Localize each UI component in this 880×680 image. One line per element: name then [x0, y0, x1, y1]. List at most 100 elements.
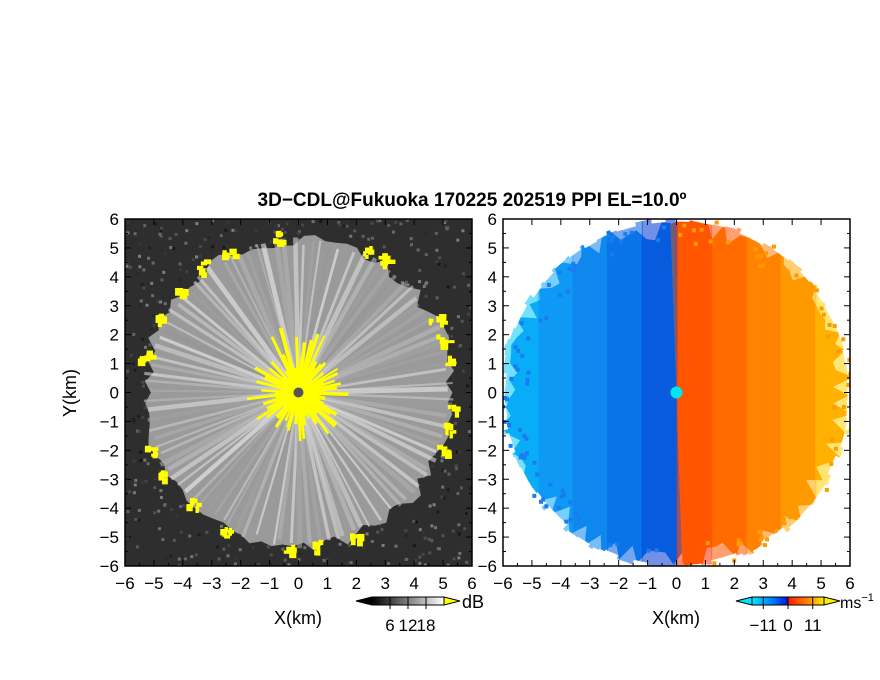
saturated-patch: [146, 350, 153, 356]
snr-colorbar-over-arrow: [443, 596, 461, 606]
velocity-colorbar-ticks: −11 0 11: [749, 597, 822, 635]
noise-pixel: [142, 268, 146, 272]
noise-pixel: [138, 265, 142, 269]
x-tick-label: −5: [144, 574, 163, 593]
saturated-patch: [312, 541, 318, 550]
figure-title: 3D−CDL@Fukuoka 170225 202519 PPI EL=10.0…: [258, 190, 687, 211]
edge-speck: [629, 230, 634, 235]
noise-pixel: [131, 420, 135, 424]
outer-blank: [736, 219, 755, 230]
saturated-patch: [277, 241, 285, 247]
radial-streak: [183, 390, 300, 494]
saturated-patch: [291, 544, 296, 549]
saturated-patch: [160, 471, 168, 478]
edge-speck: [525, 381, 530, 386]
saturated-patch: [203, 259, 212, 265]
noise-pixel: [136, 414, 140, 418]
x-tick-label: 2: [730, 574, 739, 593]
noise-pixel: [394, 221, 398, 225]
noise-pixel: [418, 268, 422, 272]
y-tick-label: −5: [100, 528, 119, 547]
edge-speck: [826, 334, 831, 339]
noise-pixel: [178, 262, 182, 266]
noise-pixel: [161, 538, 165, 542]
edge-speck: [524, 436, 529, 441]
noise-pixel: [418, 561, 422, 565]
noise-pixel: [337, 221, 341, 225]
edge-speck: [571, 261, 576, 266]
noise-pixel: [156, 300, 160, 304]
noise-pixel: [422, 285, 426, 289]
saturated-patch: [196, 502, 202, 507]
edge-speck: [573, 264, 578, 269]
outer-blank: [846, 379, 850, 394]
noise-pixel: [461, 526, 465, 530]
saturated-patch: [448, 355, 452, 361]
saturated-patch: [365, 254, 369, 259]
edge-speck: [526, 370, 531, 375]
noise-pixel: [194, 553, 198, 557]
x-tick-label: 0: [294, 574, 303, 593]
saturated-patch: [357, 533, 365, 542]
noise-pixel: [179, 530, 183, 534]
saturated-patch: [232, 253, 240, 260]
noise-pixel: [443, 264, 447, 268]
noise-pixel: [205, 530, 209, 534]
y-tick-label: −6: [478, 557, 497, 576]
noise-pixel: [450, 334, 454, 338]
saturated-patch: [452, 361, 457, 365]
edge-speck: [539, 499, 544, 504]
noise-pixel: [141, 415, 145, 419]
saturated-patch: [454, 411, 460, 418]
saturated-patch: [447, 404, 452, 410]
noise-pixel: [148, 246, 152, 250]
noise-pixel: [172, 538, 176, 542]
edge-speck: [771, 244, 776, 249]
noise-pixel: [460, 319, 464, 323]
noise-pixel: [254, 244, 258, 248]
noise-pixel: [134, 517, 138, 521]
edge-speck: [618, 239, 623, 244]
receding-band: [745, 219, 782, 566]
snr-colorbar-under-arrow: [355, 596, 373, 606]
saturated-patch: [439, 320, 445, 328]
outer-blank: [705, 219, 721, 226]
noise-pixel: [169, 554, 173, 558]
outer-blank: [711, 556, 727, 566]
edge-speck: [699, 227, 704, 232]
saturated-patch: [428, 318, 433, 326]
noise-pixel: [251, 546, 255, 550]
noise-pixel: [151, 294, 155, 298]
noise-pixel: [128, 490, 132, 494]
outer-blank: [852, 365, 880, 374]
y-tick-label: 2: [488, 326, 497, 345]
saturated-patch: [224, 535, 231, 539]
edge-speck: [522, 433, 527, 438]
saturated-patch: [276, 230, 282, 238]
edge-speck: [830, 437, 835, 442]
saturated-patch: [357, 539, 363, 547]
edge-speck: [782, 521, 787, 526]
radar-center-marker: [293, 387, 304, 398]
noise-pixel: [137, 254, 141, 258]
edge-speck: [759, 254, 764, 259]
noise-pixel: [325, 557, 329, 561]
y-tick-label: 1: [110, 355, 119, 374]
noise-pixel: [276, 224, 280, 228]
noise-pixel: [256, 562, 260, 566]
noise-pixel: [452, 345, 456, 349]
outer-blank: [605, 219, 624, 233]
noise-pixel: [281, 547, 285, 551]
noise-pixel: [387, 562, 391, 566]
noise-pixel: [458, 551, 462, 555]
noise-pixel: [195, 222, 199, 226]
noise-pixel: [457, 532, 461, 536]
snr-colorbar-unit: dB: [462, 592, 484, 612]
noise-pixel: [350, 219, 354, 223]
noise-pixel: [153, 477, 157, 481]
edge-speck: [544, 316, 549, 321]
outer-blank: [848, 434, 850, 443]
